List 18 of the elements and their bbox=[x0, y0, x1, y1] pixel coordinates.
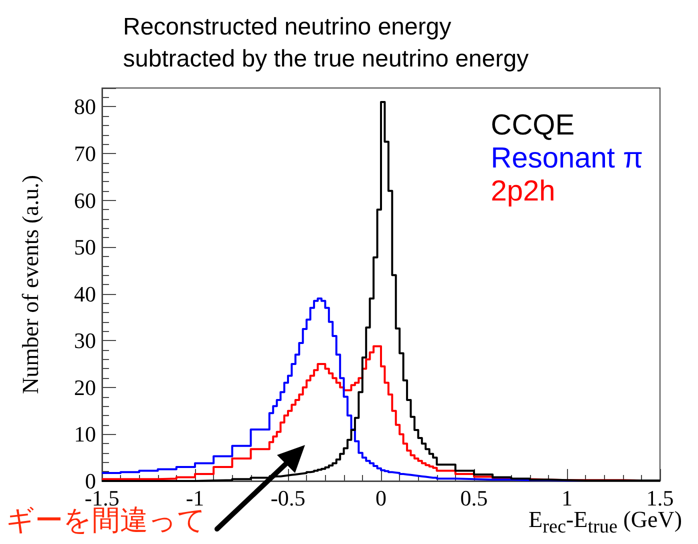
y-tick-label: 30 bbox=[74, 328, 96, 354]
y-tick-label: 80 bbox=[74, 94, 96, 120]
y-tick-label: 20 bbox=[74, 374, 96, 400]
x-tick-label: 0 bbox=[376, 486, 386, 510]
y-tick-label: 0 bbox=[85, 468, 96, 494]
x-tick-label: -1 bbox=[186, 486, 204, 510]
y-tick-label: 40 bbox=[74, 281, 96, 306]
text: Resonant π bbox=[490, 142, 644, 174]
y-tick-label: 10 bbox=[74, 422, 96, 447]
x-tick-label: 0.5 bbox=[460, 486, 488, 510]
x-tick-label: -0.5 bbox=[270, 486, 306, 510]
y-tick-label: 50 bbox=[74, 234, 96, 260]
y-tick-label: 70 bbox=[74, 141, 96, 166]
y-tick-label: 60 bbox=[74, 188, 96, 213]
text: CCQE bbox=[490, 110, 575, 142]
y-axis-title: Number of events (a.u.) bbox=[18, 174, 43, 394]
chart-title: Reconstructed neutrino energy subtracted by the true neutrino energy bbox=[123, 14, 529, 72]
text: 2p2h bbox=[490, 176, 556, 208]
